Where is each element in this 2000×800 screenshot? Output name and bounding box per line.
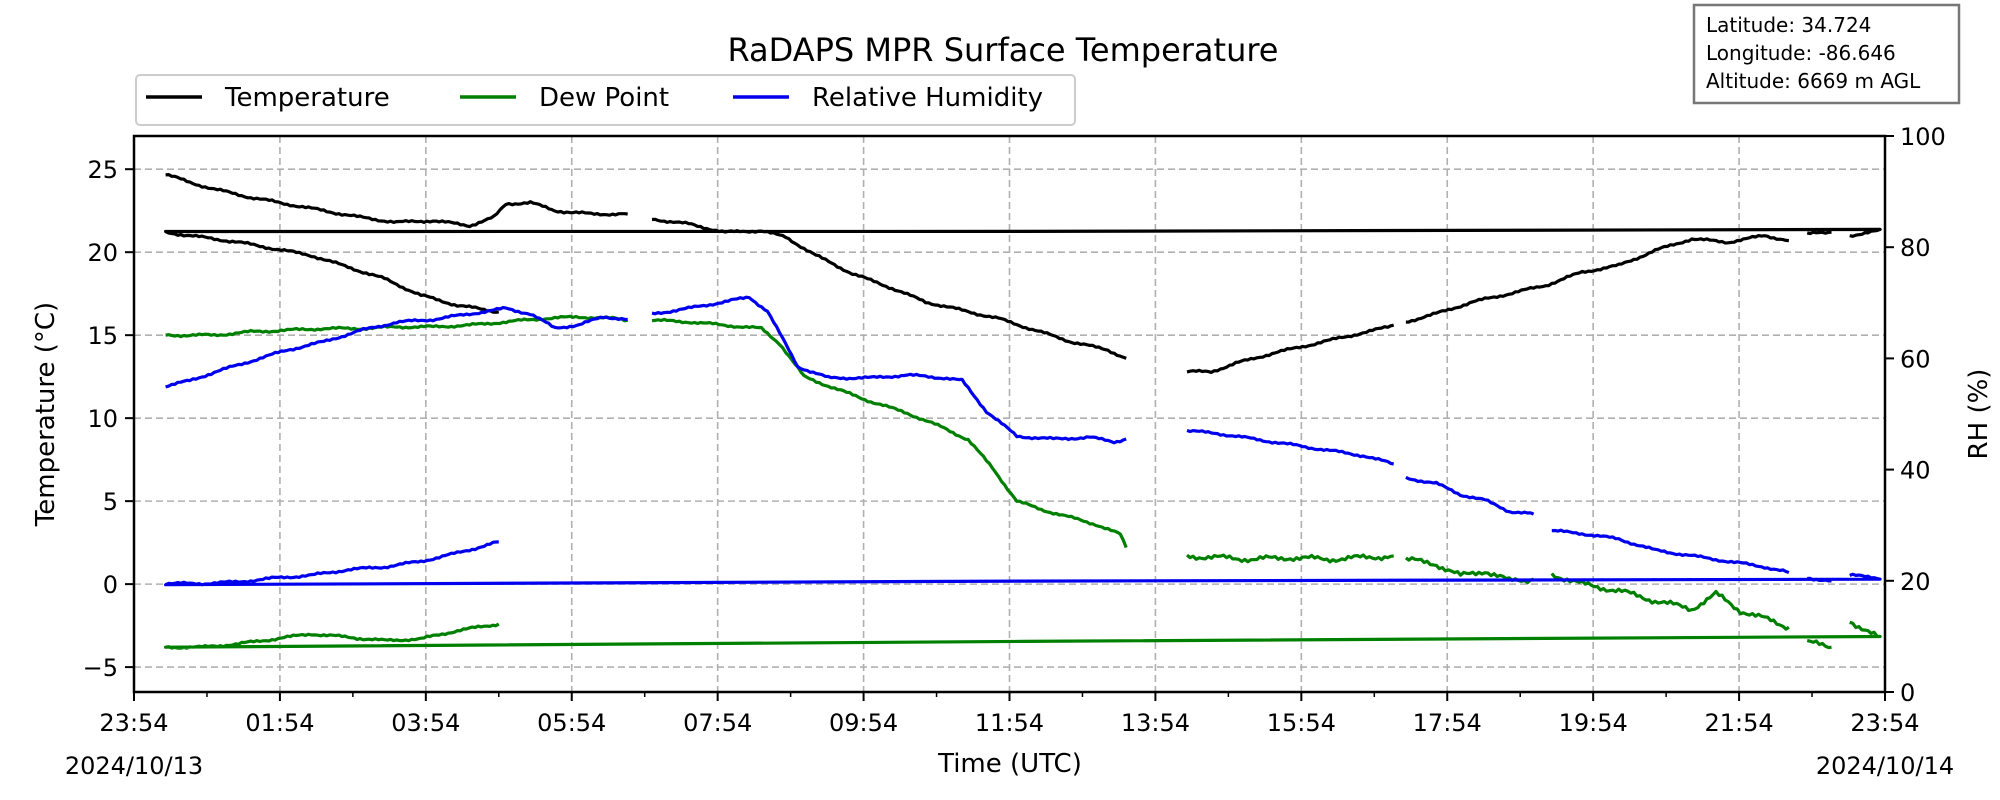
y2-tick-label: 80: [1900, 234, 1931, 262]
plot-series: [164, 173, 1882, 650]
grid-lines: [134, 136, 1885, 692]
series-line-dew-point: [1550, 572, 1790, 631]
y-tick-label: 15: [87, 322, 118, 350]
x-tick-label: 09:54: [829, 709, 898, 737]
x-tick-label: 21:54: [1704, 709, 1773, 737]
x-tick-label: 19:54: [1559, 709, 1628, 737]
x-tick-label: 23:54: [1850, 709, 1919, 737]
x-axis-title: Time (UTC): [937, 749, 1082, 779]
series-line-dew-point: [1185, 553, 1394, 564]
series-line-dew-point: [164, 620, 1882, 650]
series-line-relative-humidity: [1551, 528, 1790, 575]
series-line-relative-humidity: [651, 295, 1127, 445]
legend-label-dew-point: Dew Point: [539, 83, 669, 113]
series-line-dew-point: [651, 317, 1128, 549]
x-tick-label: 01:54: [245, 709, 314, 737]
chart-title: RaDAPS MPR Surface Temperature: [728, 31, 1279, 69]
y-tick-label: 25: [87, 156, 118, 184]
series-line-temperature: [164, 227, 1882, 314]
y-axis-title: Temperature (°C): [31, 302, 61, 527]
series-line-dew-point: [1806, 639, 1832, 650]
station-longitude: Longitude: -86.646: [1706, 41, 1896, 65]
x-tick-label: 05:54: [537, 709, 606, 737]
series-line-temperature: [1186, 323, 1395, 374]
x-tick-label: 17:54: [1413, 709, 1482, 737]
y-tick-label: 0: [103, 571, 118, 599]
series-line-relative-humidity: [165, 306, 628, 389]
series-line-relative-humidity: [1405, 475, 1535, 516]
station-info-frame: [1692, 3, 1961, 105]
x-tick-label: 13:54: [1121, 709, 1190, 737]
y2-axis-title: RH (%): [1964, 369, 1994, 460]
x-tick-label: 23:54: [99, 709, 168, 737]
series-line-temperature: [165, 173, 628, 229]
x-tick-label: 07:54: [683, 709, 752, 737]
end-date-label: 2024/10/14: [1816, 752, 1954, 780]
station-latitude: Latitude: 34.724: [1706, 13, 1871, 37]
station-info-box: Latitude: 34.724 Longitude: -86.646 Alti…: [1692, 3, 1961, 105]
station-altitude: Altitude: 6669 m AGL: [1706, 69, 1921, 93]
x-tick-label: 03:54: [391, 709, 460, 737]
legend-frame: [135, 74, 1076, 126]
series-line-dew-point: [165, 314, 629, 339]
series-line-relative-humidity: [164, 540, 1882, 587]
y2-tick-label: 100: [1900, 123, 1946, 151]
y-tick-label: 5: [103, 488, 118, 516]
y-tick-label: −5: [83, 654, 118, 682]
y2-tick-label: 0: [1900, 679, 1915, 707]
y2-tick-label: 20: [1900, 568, 1931, 596]
series-line-relative-humidity: [1186, 428, 1395, 466]
legend-label-temperature: Temperature: [224, 83, 390, 113]
y-tick-label: 20: [87, 239, 118, 267]
axes: 23:54 01:54 03:54 05:54 07:54 09:54 11:54 13:54…: [83, 123, 1946, 737]
x-tick-label: 15:54: [1267, 709, 1336, 737]
y-tick-label: 10: [87, 405, 118, 433]
series-line-temperature: [1405, 234, 1790, 324]
legend-label-relative-humidity: Relative Humidity: [812, 83, 1043, 113]
series-line-temperature: [651, 217, 1127, 360]
y2-tick-label: 40: [1900, 457, 1931, 485]
legend: Temperature Dew Point Relative Humidity: [135, 74, 1076, 126]
x-tick-label: 11:54: [975, 709, 1044, 737]
start-date-label: 2024/10/13: [65, 752, 203, 780]
series-line-temperature: [1806, 230, 1832, 236]
y2-tick-label: 60: [1900, 345, 1931, 373]
